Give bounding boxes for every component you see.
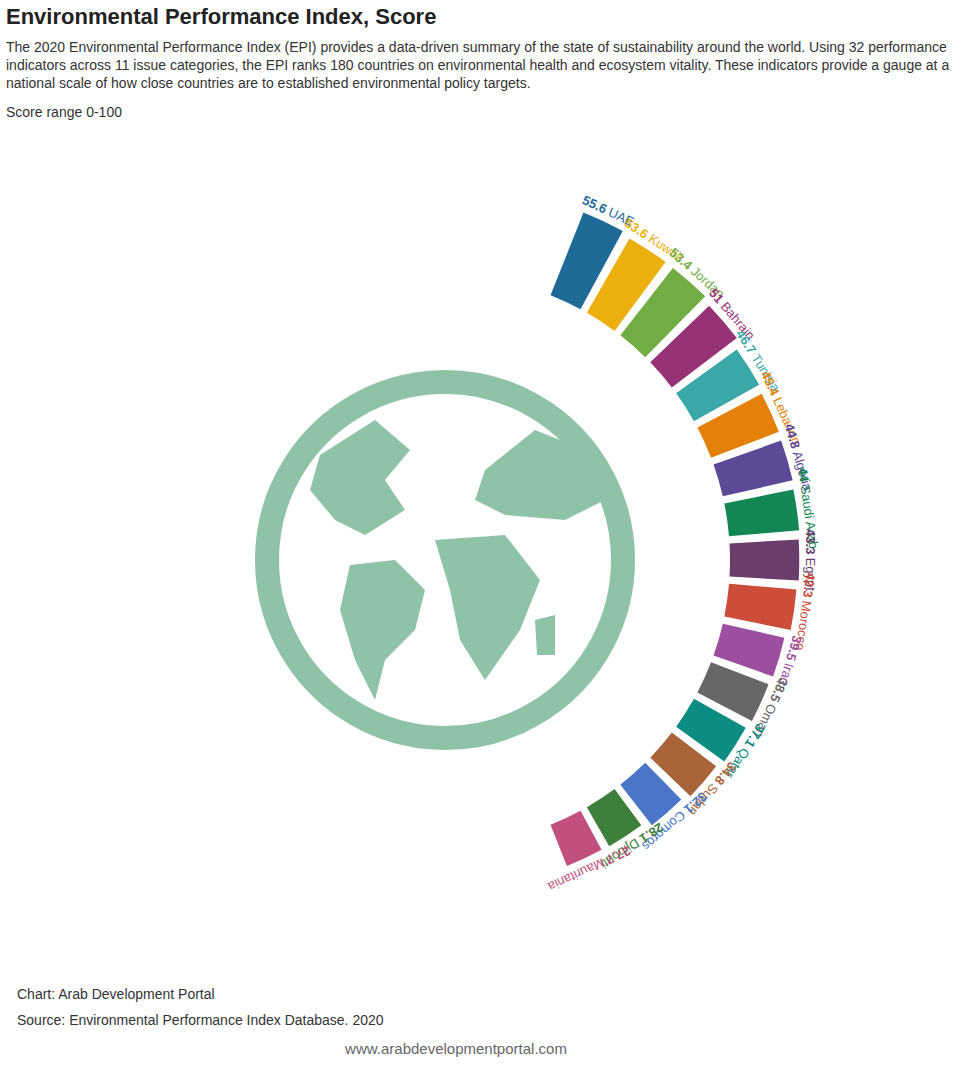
svg-text:Iraq: Iraq	[776, 661, 797, 688]
svg-text:Jordan: Jordan	[687, 263, 728, 302]
svg-text:Qatar: Qatar	[722, 745, 753, 781]
svg-text:39.5: 39.5	[783, 634, 805, 663]
svg-text:53.6: 53.6	[621, 215, 652, 242]
svg-text:Lebanon: Lebanon	[769, 394, 805, 447]
svg-text:55.6: 55.6	[580, 192, 610, 217]
svg-text:34.8: 34.8	[711, 759, 740, 789]
svg-text:45.4: 45.4	[758, 368, 783, 398]
svg-text:Morocco: Morocco	[792, 599, 815, 652]
svg-text:Tunisia: Tunisia	[748, 351, 784, 395]
svg-text:43.3: 43.3	[803, 529, 818, 554]
svg-text:Bahrain: Bahrain	[717, 298, 759, 343]
svg-text:53.4: 53.4	[666, 244, 696, 273]
html-text:Chart: Arab Development Portal: Chart: Arab Development Portal	[17, 986, 215, 1002]
svg-text:27.7: 27.7	[603, 843, 633, 868]
html-text:Source: Environmental Performa: Source: Environmental Performance Index …	[17, 1012, 384, 1028]
html-text:Environmental Performance Inde: Environmental Performance Index, Score	[6, 4, 437, 29]
svg-text:46.7: 46.7	[733, 327, 760, 357]
svg-text:Kuwait: Kuwait	[645, 230, 687, 265]
svg-text:37.1: 37.1	[741, 721, 768, 751]
svg-text:28.1: 28.1	[636, 819, 667, 847]
svg-text:38.5: 38.5	[767, 675, 792, 705]
svg-text:51: 51	[706, 285, 727, 307]
svg-text:Algeria: Algeria	[789, 449, 816, 493]
svg-text:Saudi Arab: Saudi Arab	[797, 484, 822, 550]
html-text:Score range 0-100: Score range 0-100	[6, 104, 122, 120]
svg-text:Comoros: Comoros	[639, 807, 689, 854]
svg-text:Mauritania: Mauritania	[545, 855, 607, 895]
svg-text:UAE: UAE	[605, 204, 637, 230]
svg-text:44.8: 44.8	[781, 421, 804, 451]
svg-text:42.3: 42.3	[800, 572, 818, 599]
svg-text:Djibouti: Djibouti	[597, 835, 643, 872]
svg-text:Sudan: Sudan	[685, 780, 721, 820]
svg-text:Oman: Oman	[751, 701, 780, 740]
html-text:The 2020 Environmental Perform: The 2020 Environmental Performance Index…	[6, 39, 950, 91]
html-text:www.arabdevelopmentportal.com: www.arabdevelopmentportal.com	[345, 1040, 567, 1057]
svg-text:44: 44	[795, 466, 812, 483]
svg-text:32.1: 32.1	[681, 788, 711, 817]
